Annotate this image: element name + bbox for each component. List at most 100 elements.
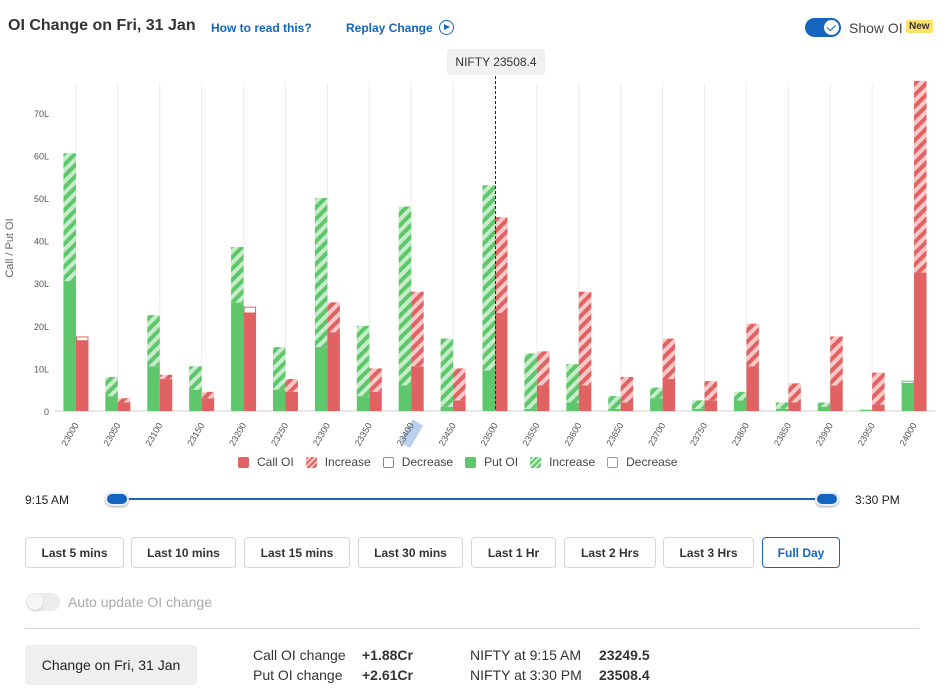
call-oi-bar[interactable] xyxy=(159,379,173,411)
slider-start-handle[interactable] xyxy=(105,492,129,506)
call-oi-increase-bar[interactable] xyxy=(620,376,634,403)
put-oi-increase-bar[interactable] xyxy=(314,198,328,348)
put-oi-bar[interactable] xyxy=(524,408,537,411)
call-oi-increase-bar[interactable] xyxy=(536,351,550,386)
call-oi-increase-bar[interactable] xyxy=(746,323,759,367)
put-oi-increase-bar[interactable] xyxy=(650,387,663,399)
put-oi-increase-bar[interactable] xyxy=(189,366,202,390)
call-oi-increase-bar[interactable] xyxy=(411,291,424,367)
put-oi-increase-bar[interactable] xyxy=(524,353,537,409)
range-last-30-mins-button[interactable]: Last 30 mins xyxy=(358,537,463,568)
put-oi-increase-bar[interactable] xyxy=(440,338,454,407)
put-oi-decrease-bar[interactable] xyxy=(901,380,915,384)
put-oi-bar[interactable] xyxy=(733,400,747,411)
range-last-10-mins-button[interactable]: Last 10 mins xyxy=(131,537,236,568)
call-oi-increase-bar[interactable] xyxy=(369,368,382,392)
put-oi-bar[interactable] xyxy=(105,396,118,411)
put-oi-increase-bar[interactable] xyxy=(733,391,747,401)
call-oi-bar[interactable] xyxy=(914,272,927,411)
put-oi-bar[interactable] xyxy=(440,406,454,411)
put-oi-bar[interactable] xyxy=(901,381,915,411)
call-oi-bar[interactable] xyxy=(411,366,424,411)
put-oi-bar[interactable] xyxy=(692,408,705,411)
put-oi-bar[interactable] xyxy=(608,408,621,411)
call-oi-bar[interactable] xyxy=(578,385,592,411)
put-oi-bar[interactable] xyxy=(859,409,873,411)
call-oi-increase-bar[interactable] xyxy=(159,374,173,380)
put-oi-increase-bar[interactable] xyxy=(231,247,244,303)
call-oi-bar[interactable] xyxy=(369,391,382,411)
legend-call-oi[interactable]: Call OI xyxy=(238,455,294,469)
call-oi-bar[interactable] xyxy=(117,402,131,411)
put-oi-increase-bar[interactable] xyxy=(105,376,118,397)
call-oi-decrease-bar[interactable] xyxy=(75,336,89,342)
call-oi-decrease-bar[interactable] xyxy=(243,306,257,314)
range-last-15-mins-button[interactable]: Last 15 mins xyxy=(244,537,350,568)
call-oi-increase-bar[interactable] xyxy=(495,217,508,314)
call-oi-bar[interactable] xyxy=(243,313,257,411)
call-oi-increase-bar[interactable] xyxy=(704,381,718,401)
slider-end-handle[interactable] xyxy=(815,492,839,506)
change-date-button[interactable]: Change on Fri, 31 Jan xyxy=(25,645,197,685)
put-oi-bar[interactable] xyxy=(314,347,328,411)
time-range-slider-track[interactable] xyxy=(117,498,827,500)
put-oi-increase-bar[interactable] xyxy=(692,400,705,409)
put-oi-bar[interactable] xyxy=(650,398,663,411)
call-oi-bar[interactable] xyxy=(704,400,718,411)
show-oi-toggle[interactable] xyxy=(805,18,841,37)
put-oi-bar[interactable] xyxy=(147,366,160,411)
range-full-day-button[interactable]: Full Day xyxy=(762,537,840,568)
call-oi-bar[interactable] xyxy=(285,391,298,411)
put-oi-increase-bar[interactable] xyxy=(566,364,579,403)
call-oi-bar[interactable] xyxy=(201,398,215,411)
legend-call-increase[interactable]: Increase xyxy=(305,455,371,469)
put-oi-bar[interactable] xyxy=(272,389,286,411)
put-oi-bar[interactable] xyxy=(398,385,412,411)
call-oi-bar[interactable] xyxy=(536,385,550,411)
call-oi-increase-bar[interactable] xyxy=(453,368,466,401)
put-oi-bar[interactable] xyxy=(189,389,202,411)
legend-put-oi[interactable]: Put OI xyxy=(465,455,518,469)
put-oi-bar[interactable] xyxy=(817,406,831,411)
call-oi-bar[interactable] xyxy=(830,385,843,411)
call-oi-increase-bar[interactable] xyxy=(578,291,592,386)
put-oi-increase-bar[interactable] xyxy=(356,325,370,397)
how-to-read-link[interactable]: How to read this? xyxy=(211,21,312,35)
put-oi-increase-bar[interactable] xyxy=(398,206,412,386)
call-oi-increase-bar[interactable] xyxy=(662,338,676,380)
put-oi-bar[interactable] xyxy=(775,408,789,411)
call-oi-bar[interactable] xyxy=(788,402,801,411)
put-oi-increase-bar[interactable] xyxy=(272,347,286,390)
range-last-2-hrs-button[interactable]: Last 2 Hrs xyxy=(564,537,656,568)
replay-change-button[interactable]: Replay Change xyxy=(346,20,454,35)
put-oi-bar[interactable] xyxy=(482,370,496,411)
call-oi-bar[interactable] xyxy=(327,332,340,411)
put-oi-bar[interactable] xyxy=(63,281,76,411)
legend-put-decrease[interactable]: Decrease xyxy=(607,455,677,469)
call-oi-increase-bar[interactable] xyxy=(327,302,340,333)
put-oi-increase-bar[interactable] xyxy=(147,315,160,367)
legend-put-increase[interactable]: Increase xyxy=(530,455,595,469)
call-oi-bar[interactable] xyxy=(662,379,676,411)
call-oi-bar[interactable] xyxy=(495,313,508,411)
put-oi-increase-bar[interactable] xyxy=(482,185,496,371)
range-last-1-hr-button[interactable]: Last 1 Hr xyxy=(471,537,556,568)
call-oi-increase-bar[interactable] xyxy=(117,398,131,403)
call-oi-bar[interactable] xyxy=(75,340,89,411)
legend-call-decrease[interactable]: Decrease xyxy=(382,455,453,469)
range-last-3-hrs-button[interactable]: Last 3 Hrs xyxy=(663,537,754,568)
call-oi-increase-bar[interactable] xyxy=(872,372,885,405)
call-oi-increase-bar[interactable] xyxy=(201,391,215,399)
put-oi-increase-bar[interactable] xyxy=(775,402,789,409)
call-oi-bar[interactable] xyxy=(746,366,759,411)
put-oi-bar[interactable] xyxy=(231,302,244,411)
put-oi-bar[interactable] xyxy=(356,396,370,411)
range-last-5-mins-button[interactable]: Last 5 mins xyxy=(25,537,124,568)
call-oi-increase-bar[interactable] xyxy=(285,379,298,392)
put-oi-bar[interactable] xyxy=(566,402,579,411)
auto-update-toggle[interactable] xyxy=(26,593,60,611)
call-oi-increase-bar[interactable] xyxy=(830,336,843,386)
call-oi-increase-bar[interactable] xyxy=(914,80,927,273)
call-oi-bar[interactable] xyxy=(453,400,466,411)
call-oi-bar[interactable] xyxy=(620,402,634,411)
